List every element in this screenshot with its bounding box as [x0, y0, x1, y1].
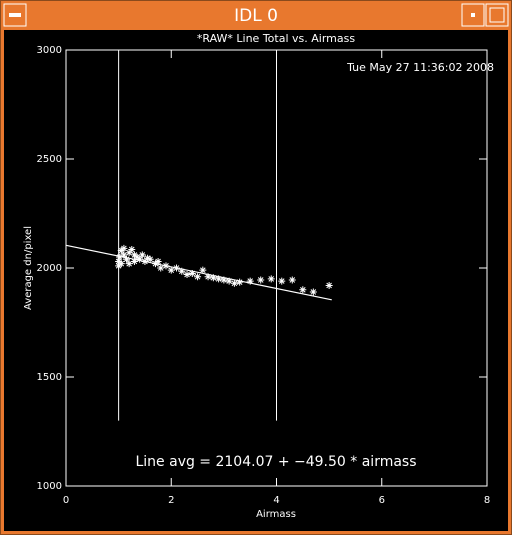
fit-line	[65, 244, 332, 301]
data-point	[116, 253, 124, 261]
maximize-button[interactable]	[485, 3, 509, 27]
data-point	[130, 257, 138, 265]
data-point	[257, 276, 265, 284]
chart-title: *RAW* Line Total vs. Airmass	[197, 32, 355, 45]
data-point	[167, 266, 175, 274]
data-point	[144, 254, 152, 262]
y-axis-label: Average dn/pixel	[23, 226, 34, 310]
x-axis-label: Airmass	[256, 509, 296, 520]
data-point	[120, 244, 128, 252]
data-point	[125, 260, 133, 268]
data-point	[309, 288, 317, 296]
y-tick-label: 3000	[37, 45, 62, 56]
data-point	[128, 245, 136, 253]
data-point	[117, 260, 125, 268]
data-point	[154, 257, 162, 265]
data-point	[299, 286, 307, 294]
data-point	[267, 275, 275, 283]
window-title: IDL 0	[234, 6, 278, 26]
x-tick-label: 0	[63, 495, 69, 506]
y-tick-label: 2000	[37, 263, 62, 274]
data-point	[204, 273, 212, 281]
data-point	[288, 276, 296, 284]
y-tick-label: 1500	[37, 372, 62, 383]
data-point	[157, 264, 165, 272]
plot-canvas	[4, 30, 508, 531]
y-tick-label: 1000	[37, 481, 62, 492]
data-point	[123, 255, 131, 263]
menu-icon	[9, 13, 21, 17]
data-point	[278, 277, 286, 285]
data-point	[136, 255, 144, 263]
data-point	[188, 269, 196, 277]
y-tick-label: 2500	[37, 154, 62, 165]
data-point	[230, 279, 238, 287]
data-point	[162, 262, 170, 270]
data-point	[199, 266, 207, 274]
x-tick-label: 2	[168, 495, 174, 506]
maximize-icon	[489, 7, 505, 23]
data-point	[141, 257, 149, 265]
date-stamp: Tue May 27 11:36:02 2008	[346, 61, 494, 74]
x-tick-label: 8	[484, 495, 490, 506]
data-point	[146, 255, 154, 263]
data-point	[178, 267, 186, 275]
data-point	[194, 273, 202, 281]
data-point	[325, 281, 333, 289]
fit-annotation: Line avg = 2104.07 + −49.50 * airmass	[135, 454, 416, 470]
minimize-icon	[471, 13, 475, 17]
data-point	[220, 276, 228, 284]
data-point	[209, 274, 217, 282]
x-tick-label: 4	[273, 495, 279, 506]
data-point	[120, 251, 128, 259]
data-point	[215, 275, 223, 283]
data-point	[225, 277, 233, 285]
x-tick-label: 6	[379, 495, 385, 506]
data-point	[236, 278, 244, 286]
data-point	[246, 277, 254, 285]
data-point	[125, 249, 133, 257]
data-point	[173, 264, 181, 272]
data-point	[138, 251, 146, 259]
data-point	[183, 271, 191, 279]
